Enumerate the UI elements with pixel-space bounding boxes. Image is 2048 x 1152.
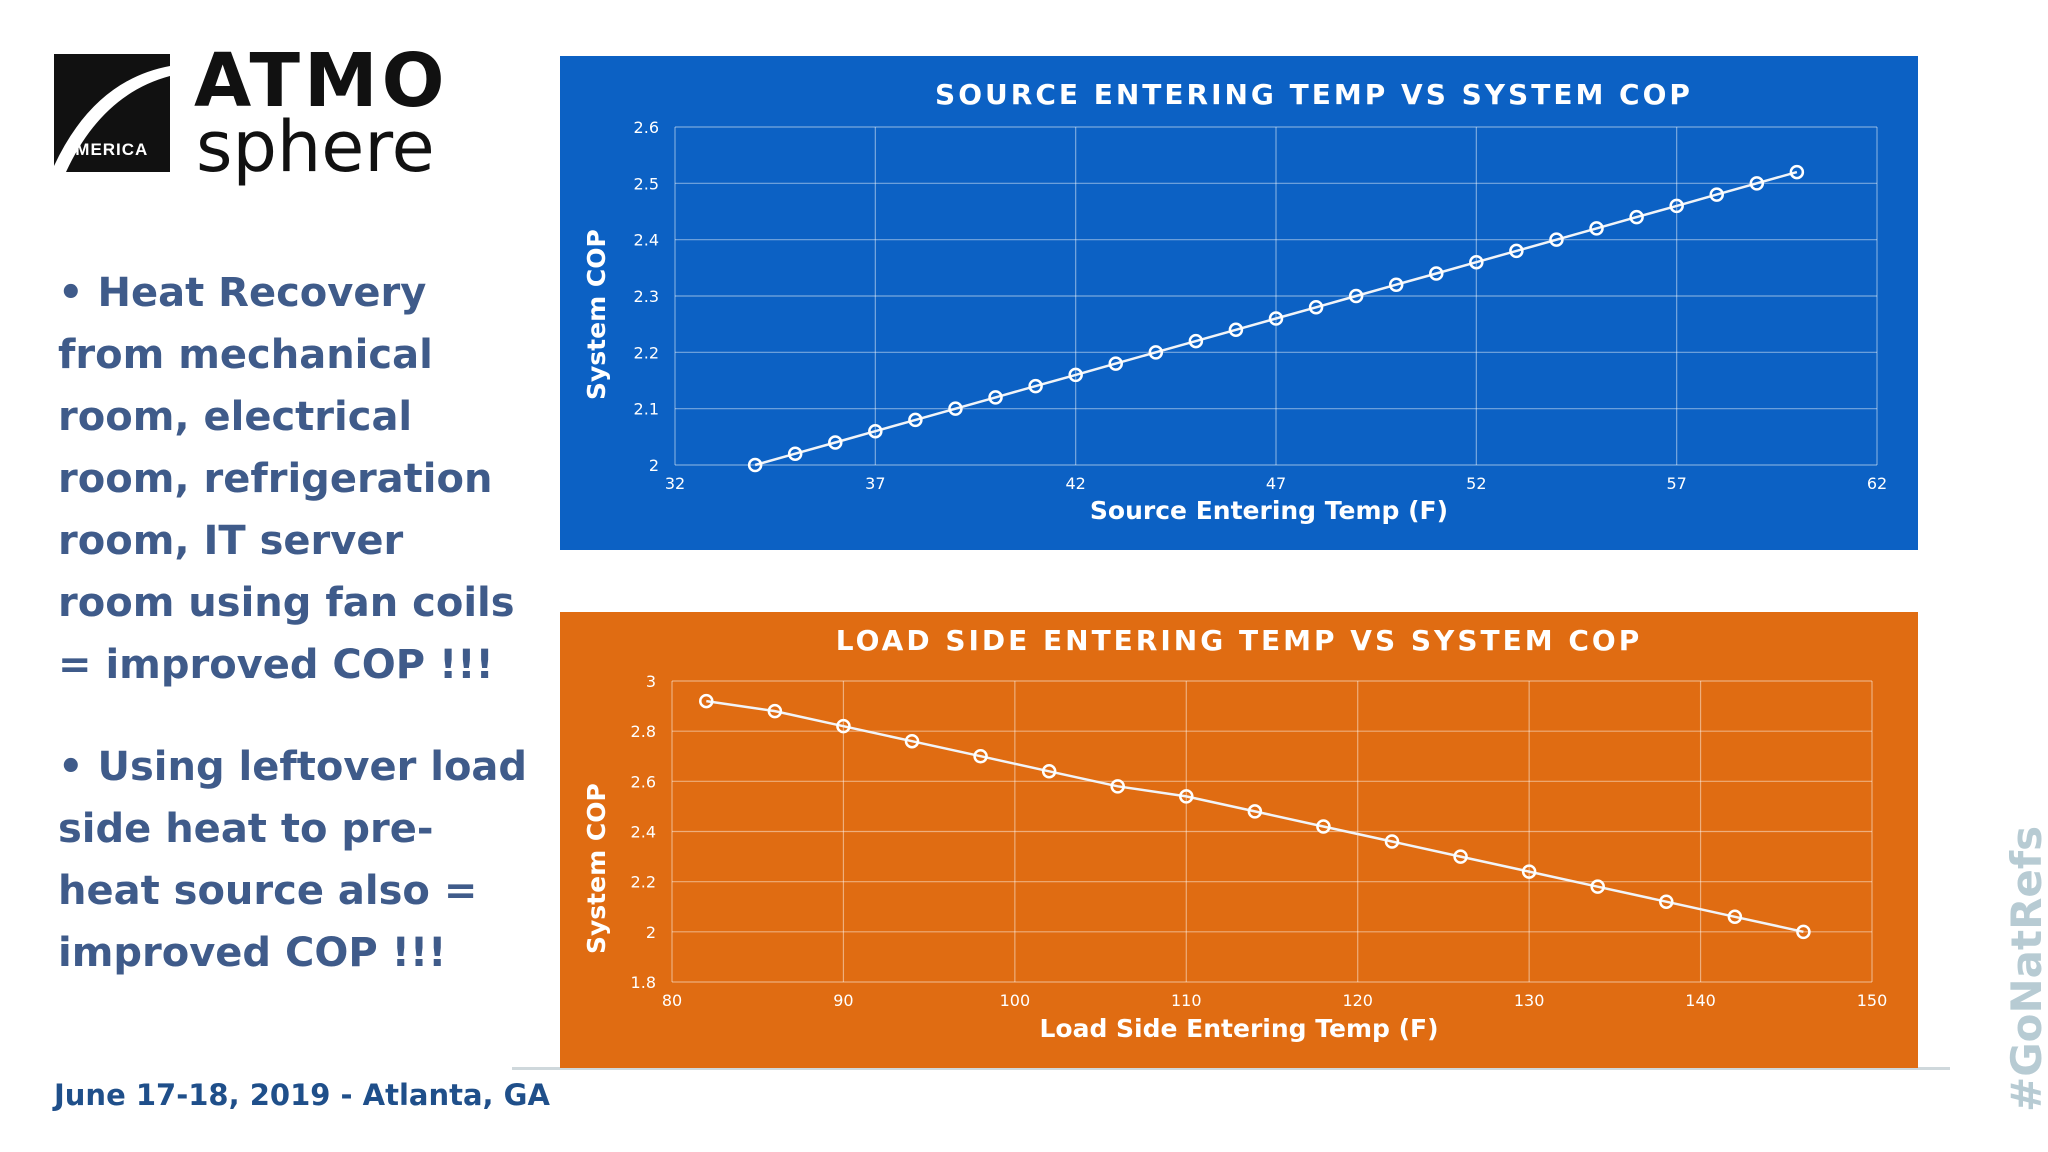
chart-title: LOAD SIDE ENTERING TEMP VS SYSTEM COP [835,624,1643,657]
divider [512,1067,1950,1070]
x-tick-label: 80 [662,991,682,1010]
data-point [1110,779,1125,794]
data-point [1469,254,1484,270]
data-point [1590,879,1605,894]
series-line [706,699,1804,934]
y-axis-title: System COP [582,783,611,954]
data-point [988,390,1003,405]
data-point [1179,789,1194,804]
y-axis-title: System COP [582,229,611,400]
data-point [1247,804,1263,819]
data-point [1388,277,1404,292]
x-tick-label: 32 [665,474,685,493]
x-tick-label: 130 [1514,991,1545,1010]
x-tick-label: 62 [1867,474,1887,493]
data-point [1549,232,1564,247]
data-point [1316,819,1331,834]
logo-badge: AMERICA [62,140,149,159]
load-cop-chart: 80 90 100 110 120 130 140 150 1.8 2 2.2 2.4 2.6 2.8 3 … [560,612,1918,1068]
y-tick-label: 2.1 [634,400,659,419]
hashtag: #GoNatRefs [2002,825,2048,1112]
y-tick-label: 2.6 [634,118,659,137]
grid [671,680,1873,983]
data-point [1453,849,1468,864]
data-point [1749,176,1765,191]
data-point [1108,356,1123,371]
x-tick-label: 110 [1171,991,1202,1010]
data-point [1509,243,1524,259]
data-point [767,703,783,719]
data-point [973,749,988,764]
data-point [1041,764,1057,779]
data-point [1796,924,1811,940]
y-tick-label: 2.2 [634,343,659,362]
data-point [699,693,714,709]
x-tick-label: 57 [1666,474,1686,493]
x-axis-title: Source Entering Temp (F) [1089,496,1449,525]
y-tick-label: 2.8 [631,722,656,741]
data-point [1669,198,1684,214]
x-tick-label: 150 [1857,991,1888,1010]
data-point [747,457,763,473]
x-tick-label: 120 [1342,991,1373,1010]
x-tick-label: 37 [865,474,885,493]
data-point [1228,322,1244,338]
grid [674,126,1878,466]
y-tick-label: 2.6 [631,772,656,791]
y-tick-label: 2.4 [634,231,659,250]
x-tick-label: 90 [833,991,853,1010]
data-point [1629,209,1644,225]
x-tick-label: 100 [1000,991,1031,1010]
y-tick-label: 2.2 [631,873,656,892]
x-tick-label: 47 [1266,474,1286,493]
x-tick-label: 52 [1466,474,1486,493]
logo-wordmark-atmo: ATMO [194,38,449,124]
y-tick-label: 3 [646,672,656,691]
data-point [1709,187,1724,202]
data-point [1268,311,1284,326]
y-tick-label: 2.5 [634,174,659,193]
data-point [1659,894,1674,909]
data-point [868,423,883,439]
data-point [1148,345,1164,360]
data-point [1521,864,1537,879]
data-point [828,435,843,450]
source-cop-plot: 32 37 42 47 52 57 62 2 2.1 2.2 2.3 2.4 2.5 2.6 [634,118,1888,493]
data-point [908,412,923,428]
data-point [787,446,803,461]
event-date: June 17-18, 2019 - Atlanta, GA [54,1078,550,1112]
data-point [1068,367,1083,383]
data-point [1308,300,1324,315]
load-cop-plot: 80 90 100 110 120 130 140 150 1.8 2 2.2 2.4 2.6 2.8 3 [631,672,1888,1010]
y-tick-label: 2 [649,456,659,475]
bullet-preheat-source: • Using leftover load side heat to pre-h… [58,744,528,976]
data-point [1188,333,1204,349]
y-tick-label: 2 [646,923,656,942]
logo-wordmark-sphere: sphere [196,106,435,188]
x-tick-label: 42 [1065,474,1085,493]
data-point [1028,378,1043,394]
data-point [1429,266,1444,281]
bullet-list: • Heat Recovery from mechanical room, el… [58,262,528,1024]
data-point [948,401,963,416]
series-line [754,170,1798,467]
data-point [1727,909,1743,925]
chart-title: SOURCE ENTERING TEMP VS SYSTEM COP [935,78,1693,111]
data-point [1348,288,1364,304]
source-cop-chart: 32 37 42 47 52 57 62 2 2.1 2.2 2.3 2.4 2.5 2.6 SOURCE… [560,56,1918,550]
atmosphere-logo: AMERICA ATMO sphere [54,44,454,200]
y-tick-label: 2.4 [631,823,656,842]
data-point [836,718,851,734]
x-tick-label: 140 [1685,991,1716,1010]
y-tick-label: 2.3 [634,287,659,306]
x-axis-title: Load Side Entering Temp (F) [1039,1014,1439,1043]
data-point [1589,221,1604,236]
data-point [904,733,920,749]
arc-swoosh-icon [54,54,170,172]
bullet-heat-recovery: • Heat Recovery from mechanical room, el… [58,270,515,688]
y-tick-label: 1.8 [631,973,656,992]
data-point [1789,164,1805,180]
data-point [1384,834,1400,849]
